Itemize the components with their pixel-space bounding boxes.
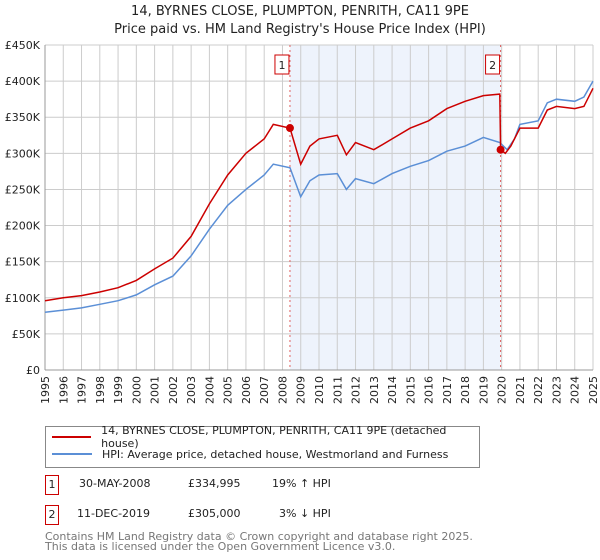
sale-point [285,124,294,133]
x-tick-label: 2016 [423,376,436,404]
sale-row: 1 30-MAY-2008 £334,995 19% ↑ HPI [45,475,445,495]
x-tick-label: 2010 [313,376,326,404]
x-tick-label: 2013 [368,376,381,404]
x-tick-label: 2001 [149,376,162,404]
x-tick-label: 2006 [240,376,253,404]
x-tick-label: 2012 [350,376,363,404]
sale-hpi-diff: 19% ↑ HPI [272,477,331,490]
x-tick-label: 2024 [569,376,582,404]
footer-copyright: Contains HM Land Registry data © Crown c… [45,530,473,543]
x-tick-label: 2004 [203,376,216,404]
y-tick-label: £200K [5,220,41,233]
y-tick-label: £150K [5,256,41,269]
y-tick-label: £350K [5,111,41,124]
y-tick-label: £400K [5,75,41,88]
sale-point [496,145,505,154]
x-tick-label: 2015 [404,376,417,404]
legend-item-property: 14, BYRNES CLOSE, PLUMPTON, PENRITH, CA1… [52,424,479,450]
x-tick-label: 2011 [331,376,344,404]
y-tick-label: £250K [5,183,41,196]
legend-swatch [52,453,92,455]
x-tick-label: 2019 [477,376,490,404]
x-tick-label: 2014 [386,376,399,404]
x-tick-label: 1998 [94,376,107,404]
x-tick-label: 1999 [112,376,125,404]
y-tick-label: £300K [5,147,41,160]
legend: 14, BYRNES CLOSE, PLUMPTON, PENRITH, CA1… [45,424,480,468]
x-tick-label: 2021 [514,376,527,404]
x-tick-label: 1995 [39,376,52,404]
series-line [44,80,594,313]
price-chart: 1995 1996 1997 1998 1999 2000 2001 2002 2003 2004… [5,39,600,404]
x-tick-label: 2009 [295,376,308,404]
sale-date: 30-MAY-2008 [79,477,151,490]
x-tick-label: 2025 [587,376,600,404]
x-tick-label: 2017 [441,376,454,404]
legend-item-hpi: HPI: Average price, detached house, West… [52,446,448,462]
x-tick-label: 2005 [222,376,235,404]
legend-swatch [52,436,92,438]
x-tick-label: 2003 [185,376,198,404]
x-tick-label: 2018 [459,376,472,404]
sale-price: £305,000 [188,507,241,520]
y-tick-label: £50K [12,328,41,341]
x-tick-label: 2022 [532,376,545,404]
sale-date: 11-DEC-2019 [77,507,151,520]
sale-marker-box [485,54,501,75]
series-line [44,87,594,302]
sale-hpi-diff: 3% ↓ HPI [279,507,331,520]
sale-marker-label: 1 [278,59,285,72]
legend-label: HPI: Average price, detached house, West… [102,447,449,461]
chart-subtitle: Price paid vs. HM Land Registry's House … [114,22,486,37]
sale-price: £334,995 [188,477,241,490]
chart-title: 14, BYRNES CLOSE, PLUMPTON, PENRITH, CA1… [131,4,469,19]
sale-row: 2 11-DEC-2019 £305,000 3% ↓ HPI [45,505,445,525]
x-tick-label: 2008 [276,376,289,404]
x-tick-label: 2000 [130,376,143,404]
footer-licence: This data is licensed under the Open Gov… [45,540,396,553]
x-tick-label: 1997 [76,376,89,404]
x-tick-label: 2002 [167,376,180,404]
sale-marker-badge: 1 [45,475,59,495]
shaded-period [289,45,501,370]
sale-marker-label: 2 [489,59,496,72]
sale-marker-badge: 2 [45,505,59,525]
x-tick-label: 1996 [57,376,70,404]
x-tick-label: 2020 [496,376,509,404]
y-tick-label: £100K [5,292,41,305]
y-tick-label: £450K [5,39,41,52]
sale-marker-box [274,54,290,75]
y-tick-label: £0 [26,364,40,377]
legend-label: 14, BYRNES CLOSE, PLUMPTON, PENRITH, CA1… [101,424,447,450]
x-tick-label: 2007 [258,376,271,404]
x-tick-label: 2023 [550,376,563,404]
